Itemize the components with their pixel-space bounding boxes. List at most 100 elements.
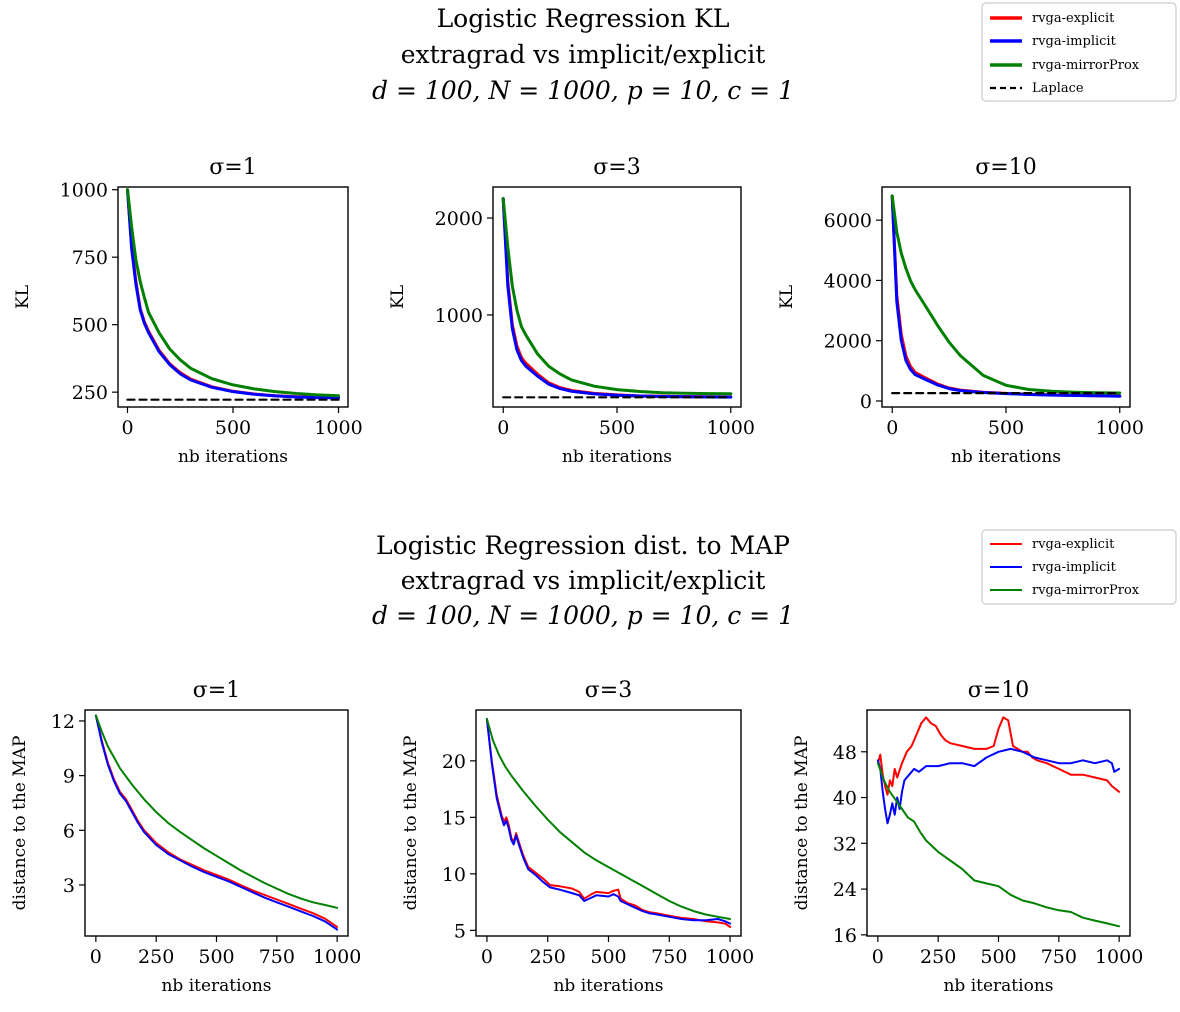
series-line-rvga-implicit: [485, 718, 732, 925]
x-tick-label: 750: [259, 946, 295, 968]
y-axis-label: KL: [13, 285, 33, 309]
y-tick-label: 1000: [60, 180, 108, 202]
y-axis-label: distance to the MAP: [10, 736, 30, 911]
x-tick-label: 0: [90, 946, 102, 968]
y-tick-label: 40: [833, 788, 857, 810]
panel-kl-sigma10: 0 500 1000 0 2000 4000 6000 σ=10 nb iterations KL: [777, 155, 1144, 467]
panel-title: σ=1: [193, 678, 240, 703]
y-axis-label: distance to the MAP: [401, 736, 421, 911]
series-line-rvga-implicit: [876, 747, 1121, 825]
x-tick-label: 1000: [707, 417, 755, 439]
section1-legend: rvga-explicit rvga-implicit rvga-mirrorP…: [981, 2, 1177, 102]
legend-label-explicit: rvga-explicit: [1032, 11, 1115, 26]
x-tick-label: 1000: [1096, 417, 1144, 439]
legend-label-implicit: rvga-implicit: [1032, 34, 1117, 49]
x-tick-label: 0: [497, 417, 509, 439]
y-tick-label: 250: [72, 382, 108, 404]
series-line-rvga-explicit: [890, 194, 1122, 398]
series-line-rvga-explicit: [501, 197, 733, 399]
x-axis-label: nb iterations: [178, 447, 288, 467]
series-line-rvga-implicit: [501, 197, 733, 399]
y-tick-label: 500: [72, 315, 108, 337]
series-line-rvga-mirrorprox: [485, 718, 732, 920]
section1-title-line2: extragrad vs implicit/explicit: [401, 40, 766, 69]
y-tick-label: 6: [63, 820, 75, 842]
x-tick-label: 500: [599, 417, 635, 439]
x-tick-label: 1000: [1095, 946, 1143, 968]
y-tick-label: 9: [63, 766, 75, 788]
axes-frame: [492, 186, 742, 408]
panel-map-sigma1: 0 250 500 750 1000 3 6 9 12 σ=1 nb iterations dista…: [10, 678, 361, 996]
section2-title-line3: d = 100, N = 1000, p = 10, c = 1: [372, 601, 794, 630]
panel-title: σ=3: [585, 678, 632, 703]
series-line-rvga-explicit: [94, 714, 339, 928]
y-axis-label: KL: [777, 285, 797, 309]
x-axis-label: nb iterations: [943, 976, 1053, 996]
series-line-rvga-implicit: [94, 714, 339, 931]
legend2-label-explicit: rvga-explicit: [1032, 537, 1115, 552]
series-line-rvga-explicit: [126, 188, 340, 400]
y-tick-label: 4000: [824, 270, 872, 292]
x-tick-label: 0: [886, 417, 898, 439]
y-tick-label: 750: [72, 247, 108, 269]
panel-title: σ=1: [209, 155, 256, 180]
y-tick-label: 48: [833, 742, 857, 764]
y-tick-label: 32: [833, 833, 857, 855]
x-tick-label: 0: [872, 946, 884, 968]
x-tick-label: 1000: [313, 946, 361, 968]
y-tick-label: 10: [442, 864, 466, 886]
x-axis-label: nb iterations: [951, 447, 1061, 467]
y-tick-label: 6000: [824, 210, 872, 232]
x-tick-label: 1000: [706, 946, 754, 968]
y-tick-label: 20: [442, 751, 466, 773]
x-tick-label: 500: [215, 417, 251, 439]
legend2-label-implicit: rvga-implicit: [1032, 560, 1117, 575]
y-axis-label: KL: [388, 285, 408, 309]
legend-label-mirrorprox: rvga-mirrorProx: [1032, 58, 1140, 73]
series-line-rvga-mirrorprox: [890, 194, 1122, 395]
panel-kl-sigma3: 0 500 1000 1000 2000 σ=3 nb iterations KL: [388, 155, 755, 467]
panel-map-sigma3: 0 250 500 750 1000 5 10 15 20 σ=3 nb iterations dis…: [401, 678, 754, 996]
x-tick-label: 500: [988, 417, 1024, 439]
section1-title-line3: d = 100, N = 1000, p = 10, c = 1: [372, 76, 794, 105]
y-tick-label: 12: [51, 711, 75, 733]
y-tick-label: 3: [63, 875, 75, 897]
x-axis-label: nb iterations: [161, 976, 271, 996]
section1-title-line1: Logistic Regression KL: [437, 4, 730, 33]
y-tick-label: 2000: [435, 208, 483, 230]
series-line-rvga-mirrorprox: [876, 762, 1121, 928]
series-line-rvga-implicit: [126, 188, 340, 400]
series-line-rvga-mirrorprox: [126, 188, 340, 398]
x-tick-label: 750: [651, 946, 687, 968]
panel-map-sigma10: 0 250 500 750 1000 16 24 32 40 48 σ=10 nb iteration…: [792, 678, 1143, 996]
x-tick-label: 500: [980, 946, 1016, 968]
y-tick-label: 15: [442, 807, 466, 829]
x-tick-label: 500: [198, 946, 234, 968]
x-axis-label: nb iterations: [562, 447, 672, 467]
y-tick-label: 24: [833, 879, 857, 901]
x-tick-label: 0: [121, 417, 133, 439]
panel-title: σ=3: [593, 155, 640, 180]
section2-title-line1: Logistic Regression dist. to MAP: [376, 531, 790, 560]
axes-frame: [117, 186, 349, 408]
panel-title: σ=10: [968, 678, 1029, 703]
legend-label-laplace: Laplace: [1032, 81, 1084, 96]
x-tick-label: 250: [920, 946, 956, 968]
series-line-rvga-mirrorprox: [94, 714, 339, 909]
y-axis-label: distance to the MAP: [792, 736, 812, 911]
y-tick-label: 5: [454, 920, 466, 942]
x-tick-label: 1000: [314, 417, 362, 439]
series-line-rvga-mirrorprox: [501, 197, 733, 396]
panel-kl-sigma1: 0 500 1000 250 500 750 1000 σ=1 nb iterations KL: [13, 155, 363, 467]
section2-title-line2: extragrad vs implicit/explicit: [401, 566, 766, 595]
panel-title: σ=10: [975, 155, 1036, 180]
legend2-label-mirrorprox: rvga-mirrorProx: [1032, 583, 1140, 598]
y-tick-label: 16: [833, 925, 857, 947]
series-line-rvga-explicit: [876, 716, 1121, 796]
x-tick-label: 500: [590, 946, 626, 968]
y-tick-label: 2000: [824, 331, 872, 353]
axes-frame: [866, 709, 1131, 937]
x-tick-label: 250: [530, 946, 566, 968]
axes-frame: [475, 709, 742, 937]
x-tick-label: 250: [138, 946, 174, 968]
